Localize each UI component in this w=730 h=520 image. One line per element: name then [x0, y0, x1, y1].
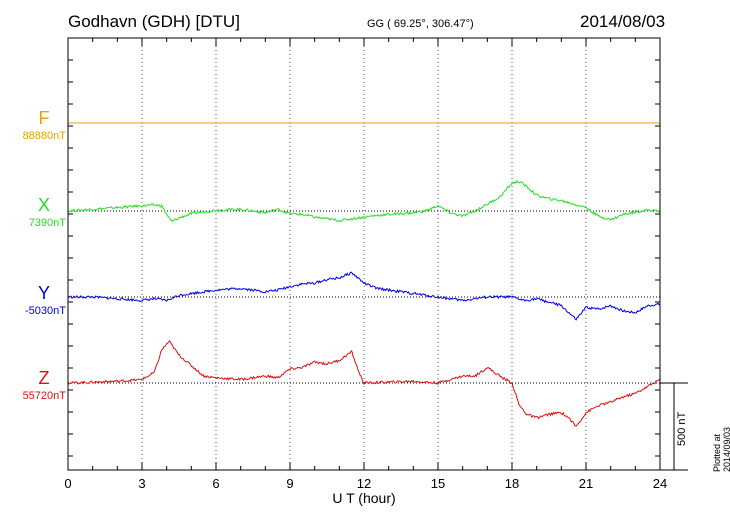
axis-ticks [67, 38, 661, 470]
plot-date: 2014/08/03 [580, 12, 666, 31]
trace-lines [67, 122, 661, 427]
x-tick-label: 0 [64, 476, 71, 491]
x-tick-label: 24 [653, 476, 667, 491]
x-tick-label: 6 [212, 476, 219, 491]
grid-lines [141, 38, 587, 470]
x-tick-labels: 0 3 6 9 12 15 18 21 24 [64, 476, 667, 491]
x-tick-label: 9 [286, 476, 293, 491]
x-tick-label: 12 [357, 476, 371, 491]
scale-bar [660, 382, 688, 471]
station-title: Godhavn (GDH) [DTU] [68, 12, 240, 31]
label-Y: Y [37, 283, 50, 303]
label-Z: Z [38, 368, 50, 388]
trace-Y [67, 271, 661, 321]
baseline-X: 7390nT [28, 217, 66, 229]
trace-X [67, 179, 661, 223]
label-F: F [38, 108, 50, 128]
baseline-Z: 55720nT [22, 390, 66, 402]
x-axis-title: U T (hour) [332, 490, 395, 506]
x-tick-label: 21 [579, 476, 593, 491]
baseline-F: 88880nT [22, 130, 66, 142]
trace-Z [67, 340, 661, 427]
x-tick-label: 15 [431, 476, 445, 491]
label-X: X [37, 195, 50, 215]
baseline-Y: -5030nT [25, 305, 66, 317]
geographic-coordinates: GG ( 69.25°, 306.47°) [367, 18, 474, 30]
x-tick-label: 18 [505, 476, 519, 491]
x-tick-label: 3 [138, 476, 145, 491]
